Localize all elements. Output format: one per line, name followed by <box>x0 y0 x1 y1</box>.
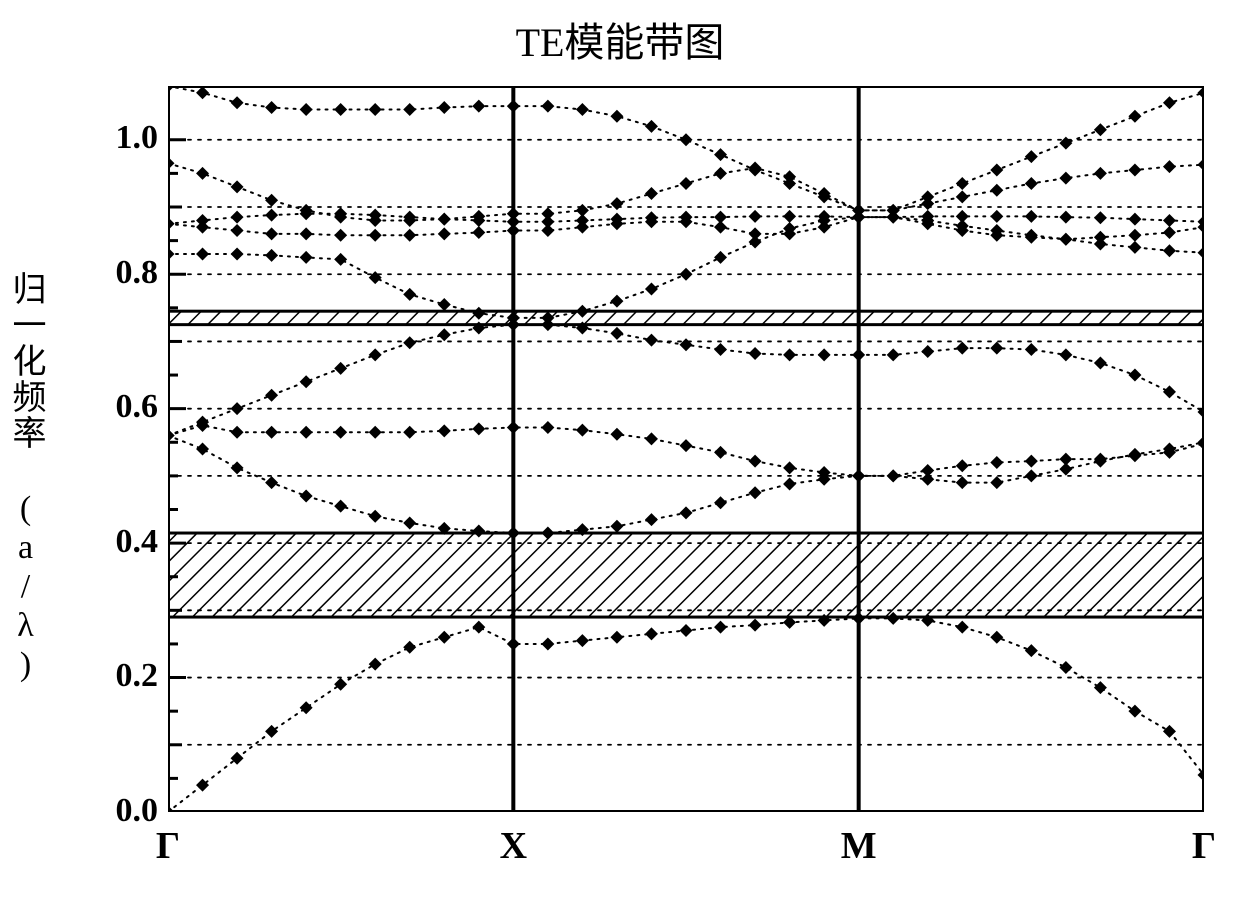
y-tick-label: 0.8 <box>82 254 158 292</box>
y-axis-label: 归一化频率 (a/λ) <box>0 217 44 740</box>
y-tick-label: 0.4 <box>82 523 158 561</box>
y-tick-label: 0.6 <box>82 388 158 426</box>
plot-svg <box>168 86 1204 812</box>
x-tick-label: M <box>829 824 889 868</box>
chart-title: TE模能带图 <box>0 10 1240 68</box>
plot-area <box>168 86 1204 812</box>
chart-root: { "title": "TE模能带图", "ylabel": "归一化频率 (a… <box>0 0 1240 906</box>
x-tick-label: X <box>483 824 543 868</box>
x-tick-label: Γ <box>138 824 198 868</box>
y-tick-label: 0.2 <box>82 657 158 695</box>
x-tick-label: Γ <box>1174 824 1234 868</box>
y-tick-label: 1.0 <box>82 119 158 157</box>
